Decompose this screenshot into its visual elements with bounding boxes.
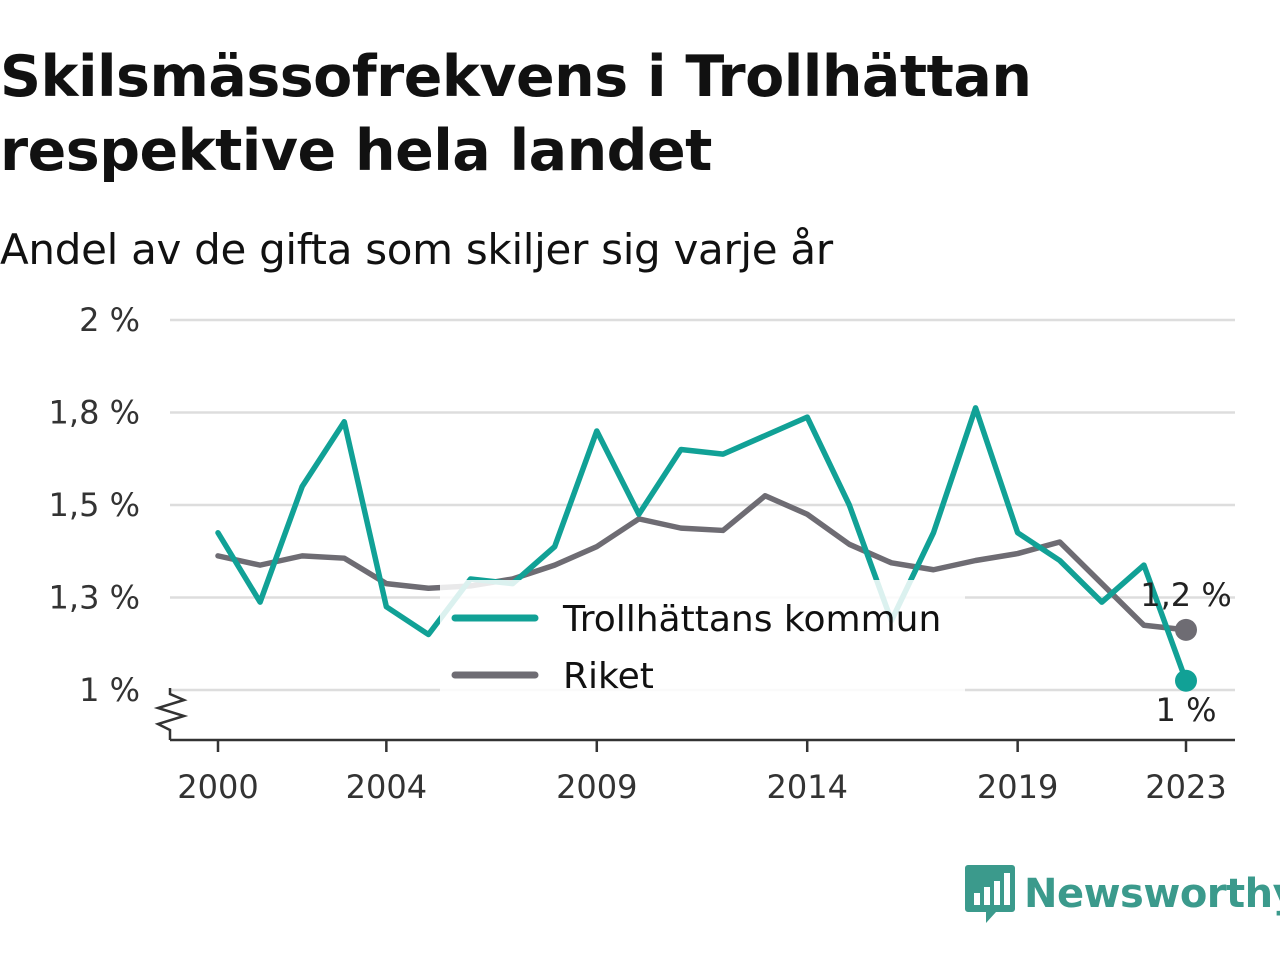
- y-tick-label: 1,5 %: [49, 486, 140, 524]
- legend: Trollhättans kommun Riket: [440, 580, 965, 697]
- y-tick-label: 1 %: [79, 671, 140, 709]
- legend-label: Trollhättans kommun: [562, 599, 941, 640]
- x-tick-label: 2004: [346, 768, 427, 806]
- axes: 1 % 1,3 % 1,5 % 1,8 % 2 % 2000 2004 2009 2014 201…: [49, 301, 1235, 806]
- x-tick-label: 2019: [977, 768, 1058, 806]
- end-labels: 1 % 1,2 %: [1140, 576, 1231, 729]
- chart-title: Skilsmässofrekvens i Trollhättan respekt…: [0, 44, 1032, 184]
- end-label: 1 %: [1156, 691, 1217, 729]
- y-tick-label: 2 %: [79, 301, 140, 339]
- line-chart: 1 % 1,3 % 1,5 % 1,8 % 2 % 2000 2004 2009 2014 201…: [49, 301, 1235, 806]
- newsworthy-logo-icon: [965, 865, 1015, 923]
- y-tick-label: 1,8 %: [49, 394, 140, 432]
- legend-label: Riket: [563, 656, 654, 697]
- end-point-trollhattan: [1175, 669, 1197, 692]
- brand-name: Newsworthy: [1024, 871, 1280, 917]
- x-tick-label: 2023: [1145, 768, 1226, 806]
- x-tick-label: 2000: [177, 768, 258, 806]
- y-axis-break: [153, 688, 189, 740]
- series-line-trollhattan: [215, 405, 1189, 684]
- end-label: 1,2 %: [1140, 576, 1231, 614]
- x-tick-label: 2009: [556, 768, 637, 806]
- chart-subtitle: Andel av de gifta som skiljer sig varje …: [0, 225, 833, 274]
- series-lines: [215, 405, 1189, 684]
- grid-lines: [170, 318, 1235, 692]
- end-point-riket: [1175, 618, 1197, 641]
- y-tick-label: 1,3 %: [49, 579, 140, 617]
- x-tick-label: 2014: [766, 768, 847, 806]
- brand-logo: Newsworthy: [964, 862, 1280, 926]
